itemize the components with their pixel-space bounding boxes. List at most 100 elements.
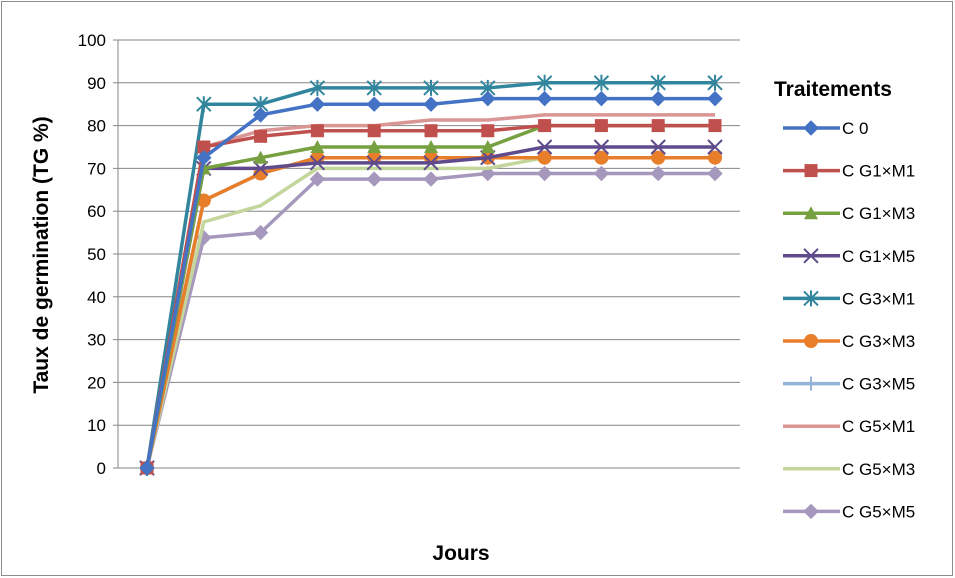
data-point bbox=[593, 90, 610, 107]
y-tick-label: 30 bbox=[87, 331, 106, 350]
series-line bbox=[145, 155, 715, 469]
y-tick-label: 20 bbox=[87, 373, 106, 392]
legend-item: C 0 bbox=[783, 119, 868, 138]
y-tick-label: 60 bbox=[87, 202, 106, 221]
legend-item: C G5×M5 bbox=[783, 502, 915, 521]
data-point bbox=[481, 124, 495, 138]
data-point bbox=[708, 150, 722, 165]
y-axis-title: Taux de germination (TG %) bbox=[30, 116, 53, 393]
data-point bbox=[480, 140, 495, 153]
data-point bbox=[252, 224, 269, 241]
series-line bbox=[145, 113, 715, 469]
legend-title: Traitements bbox=[774, 78, 892, 101]
data-point bbox=[538, 119, 552, 133]
data-point bbox=[309, 155, 326, 171]
data-point bbox=[651, 150, 666, 165]
series-line bbox=[145, 155, 715, 469]
legend-item: C G5×M3 bbox=[783, 460, 915, 479]
data-point bbox=[423, 96, 439, 112]
data-point bbox=[309, 171, 326, 187]
series-5 bbox=[140, 150, 722, 475]
data-point bbox=[424, 140, 438, 153]
data-point bbox=[366, 96, 382, 112]
series-layer bbox=[139, 74, 723, 476]
data-point bbox=[707, 90, 723, 107]
legend-label: C G1×M1 bbox=[842, 162, 915, 181]
data-point bbox=[480, 90, 496, 107]
data-point bbox=[367, 124, 381, 138]
data-point bbox=[423, 171, 439, 187]
data-point bbox=[480, 149, 496, 166]
data-point bbox=[803, 248, 819, 264]
data-point bbox=[424, 124, 438, 138]
data-point bbox=[803, 120, 819, 136]
data-point bbox=[594, 150, 609, 165]
data-point bbox=[423, 79, 439, 96]
data-point bbox=[804, 164, 818, 178]
data-point bbox=[196, 193, 211, 208]
data-point bbox=[537, 150, 552, 165]
data-point bbox=[366, 79, 382, 96]
data-point bbox=[804, 206, 818, 220]
y-tick-labels: 0 10 20 30 40 50 60 70 80 90 100 bbox=[78, 31, 106, 478]
data-point bbox=[593, 139, 610, 155]
data-point bbox=[309, 79, 326, 96]
data-point bbox=[196, 96, 212, 113]
data-point bbox=[536, 139, 553, 155]
legend-item: C G3×M3 bbox=[783, 332, 915, 351]
data-point bbox=[310, 140, 325, 153]
legend-item: C G1×M1 bbox=[783, 162, 915, 181]
x-axis-title: Jours bbox=[432, 542, 489, 565]
data-point bbox=[139, 460, 155, 476]
legend: Traitements C 0 C G1×M1 C G1×M3 C G1×M5 C G3… bbox=[774, 78, 915, 521]
series-line bbox=[145, 155, 715, 469]
y-tick-label: 10 bbox=[87, 416, 106, 435]
data-point bbox=[594, 119, 608, 133]
data-point bbox=[650, 165, 666, 182]
series-7 bbox=[145, 113, 715, 469]
data-point bbox=[196, 149, 212, 166]
y-tick-label: 70 bbox=[87, 159, 106, 178]
data-point bbox=[536, 74, 553, 91]
y-tick-label: 90 bbox=[87, 74, 106, 93]
data-point bbox=[650, 74, 666, 91]
data-point bbox=[651, 119, 665, 133]
legend-item: C G1×M3 bbox=[783, 204, 915, 223]
series-6 bbox=[140, 150, 722, 475]
data-point bbox=[366, 171, 382, 187]
data-point bbox=[536, 90, 553, 107]
data-point bbox=[254, 129, 268, 143]
data-point bbox=[707, 139, 723, 155]
y-tick-label: 100 bbox=[78, 31, 106, 50]
legend-label: C G1×M5 bbox=[842, 247, 915, 266]
data-point bbox=[804, 334, 818, 348]
y-tick-label: 80 bbox=[87, 117, 106, 136]
data-point bbox=[253, 150, 268, 164]
data-point bbox=[803, 290, 819, 307]
data-point bbox=[310, 124, 324, 138]
data-point bbox=[309, 96, 326, 112]
legend-label: C 0 bbox=[842, 119, 868, 138]
legend-label: C G3×M5 bbox=[842, 375, 915, 394]
data-point bbox=[804, 376, 818, 391]
data-point bbox=[536, 165, 553, 182]
data-point bbox=[593, 74, 610, 91]
data-point bbox=[707, 165, 723, 182]
y-tick-label: 40 bbox=[87, 288, 106, 307]
data-point bbox=[367, 140, 382, 153]
legend-label: C G5×M1 bbox=[842, 417, 915, 436]
legend-item: C G3×M5 bbox=[783, 375, 915, 394]
data-point bbox=[650, 139, 666, 155]
data-point bbox=[252, 160, 269, 177]
series-8 bbox=[145, 155, 715, 469]
data-point bbox=[423, 155, 439, 171]
legend-label: C G1×M3 bbox=[842, 204, 915, 223]
legend-item: C G1×M5 bbox=[783, 247, 915, 266]
data-point bbox=[803, 503, 819, 520]
series-0 bbox=[139, 90, 723, 476]
series-line bbox=[145, 145, 715, 469]
legend-label: C G5×M5 bbox=[842, 502, 915, 521]
data-point bbox=[708, 119, 722, 133]
